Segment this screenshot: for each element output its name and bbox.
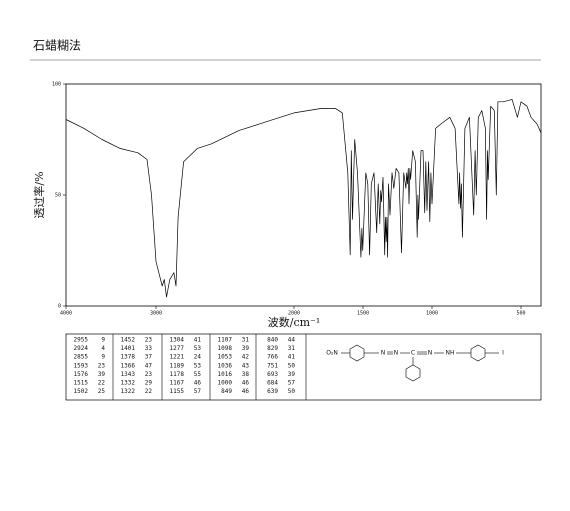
peak-wavenumber: 1189 <box>170 362 185 369</box>
peak-transmittance: 9 <box>101 337 105 344</box>
peak-wavenumber: 1098 <box>218 345 233 352</box>
peak-transmittance: 25 <box>98 388 106 395</box>
y-tick-label: 50 <box>55 193 61 199</box>
peak-transmittance: 53 <box>194 362 202 369</box>
peak-wavenumber: 1502 <box>74 388 89 395</box>
peak-wavenumber: 1277 <box>170 345 185 352</box>
peak-wavenumber: 1053 <box>218 354 233 361</box>
y-axis-label: 透过率/% <box>32 171 46 218</box>
peak-transmittance: 41 <box>288 354 296 361</box>
atom-label: N <box>381 350 386 357</box>
peak-transmittance: 39 <box>288 371 296 378</box>
peak-transmittance: 24 <box>194 354 202 361</box>
x-tick-label: 3000 <box>150 311 162 317</box>
peak-transmittance: 46 <box>242 380 250 387</box>
peak-wavenumber: 1332 <box>121 380 136 387</box>
peak-wavenumber: 2855 <box>74 354 89 361</box>
peak-transmittance: 42 <box>242 354 250 361</box>
peak-wavenumber: 1452 <box>121 337 136 344</box>
x-tick-label: 1000 <box>426 311 438 317</box>
peak-transmittance: 43 <box>242 362 250 369</box>
peak-transmittance: 38 <box>242 371 250 378</box>
peak-transmittance: 53 <box>194 345 202 352</box>
peak-transmittance: 41 <box>194 337 202 344</box>
peak-wavenumber: 840 <box>267 337 278 344</box>
peak-transmittance: 46 <box>194 380 202 387</box>
x-tick-label: 1500 <box>357 311 369 317</box>
peak-transmittance: 4 <box>101 345 105 352</box>
peak-wavenumber: 1221 <box>170 354 185 361</box>
x-tick-label: 2000 <box>288 311 300 317</box>
peak-wavenumber: 693 <box>267 371 278 378</box>
peak-transmittance: 33 <box>145 345 153 352</box>
peak-transmittance: 57 <box>288 380 296 387</box>
peak-transmittance: 55 <box>194 371 202 378</box>
peak-transmittance: 47 <box>145 362 153 369</box>
peak-wavenumber: 1000 <box>218 380 233 387</box>
peak-transmittance: 9 <box>101 354 105 361</box>
peak-transmittance: 22 <box>98 380 106 387</box>
peak-wavenumber: 1155 <box>170 388 185 395</box>
x-axis-label: 波数/cm⁻¹ <box>268 316 321 329</box>
peak-wavenumber: 684 <box>267 380 278 387</box>
peak-wavenumber: 1401 <box>121 345 136 352</box>
peak-wavenumber: 1366 <box>121 362 136 369</box>
peak-wavenumber: 1593 <box>74 362 89 369</box>
peak-transmittance: 23 <box>98 362 106 369</box>
y-tick-label: 0 <box>58 304 61 310</box>
atom-label: I <box>502 350 504 357</box>
x-tick-label: 4000 <box>60 311 72 317</box>
peak-transmittance: 39 <box>98 371 106 378</box>
peak-wavenumber: 1343 <box>121 371 136 378</box>
peak-wavenumber: 639 <box>267 388 278 395</box>
table-frame <box>65 333 542 401</box>
peak-transmittance: 31 <box>242 337 250 344</box>
atom-label: N <box>428 350 433 357</box>
peak-transmittance: 23 <box>145 371 153 378</box>
peak-transmittance: 44 <box>288 337 296 344</box>
peak-transmittance: 29 <box>145 380 153 387</box>
peak-transmittance: 50 <box>288 388 296 395</box>
peak-wavenumber: 1016 <box>218 371 233 378</box>
peak-transmittance: 31 <box>288 345 296 352</box>
peak-transmittance: 39 <box>242 345 250 352</box>
page-title: 石蜡糊法 <box>33 38 81 53</box>
atom-label: N <box>394 350 399 357</box>
peak-wavenumber: 1322 <box>121 388 136 395</box>
peak-wavenumber: 829 <box>267 345 278 352</box>
ring <box>405 364 421 382</box>
atom-label: C <box>411 350 415 357</box>
peak-wavenumber: 751 <box>267 362 278 369</box>
atom-label: NH <box>446 350 455 357</box>
peak-wavenumber: 1576 <box>74 371 89 378</box>
peak-wavenumber: 1107 <box>218 337 233 344</box>
peak-transmittance: 50 <box>288 362 296 369</box>
peak-wavenumber: 849 <box>221 388 232 395</box>
peak-wavenumber: 1378 <box>121 354 136 361</box>
peak-wavenumber: 1167 <box>170 380 185 387</box>
spectrum-line <box>65 99 542 298</box>
ring <box>349 344 365 362</box>
ring <box>470 344 486 362</box>
peak-wavenumber: 1036 <box>218 362 233 369</box>
peak-transmittance: 22 <box>145 388 153 395</box>
atom-label: O₂N <box>326 350 338 357</box>
peak-transmittance: 46 <box>242 388 250 395</box>
structure-drawing <box>341 344 499 382</box>
y-tick-label: 100 <box>52 82 61 88</box>
peak-transmittance: 57 <box>194 388 202 395</box>
x-tick-label: 500 <box>516 311 525 317</box>
peak-wavenumber: 1304 <box>170 337 185 344</box>
peak-wavenumber: 1515 <box>74 380 89 387</box>
peak-transmittance: 23 <box>145 337 153 344</box>
peak-wavenumber: 1178 <box>170 371 185 378</box>
peak-transmittance: 37 <box>145 354 153 361</box>
peak-wavenumber: 2924 <box>74 345 89 352</box>
peak-wavenumber: 766 <box>267 354 278 361</box>
peak-wavenumber: 2955 <box>74 337 89 344</box>
